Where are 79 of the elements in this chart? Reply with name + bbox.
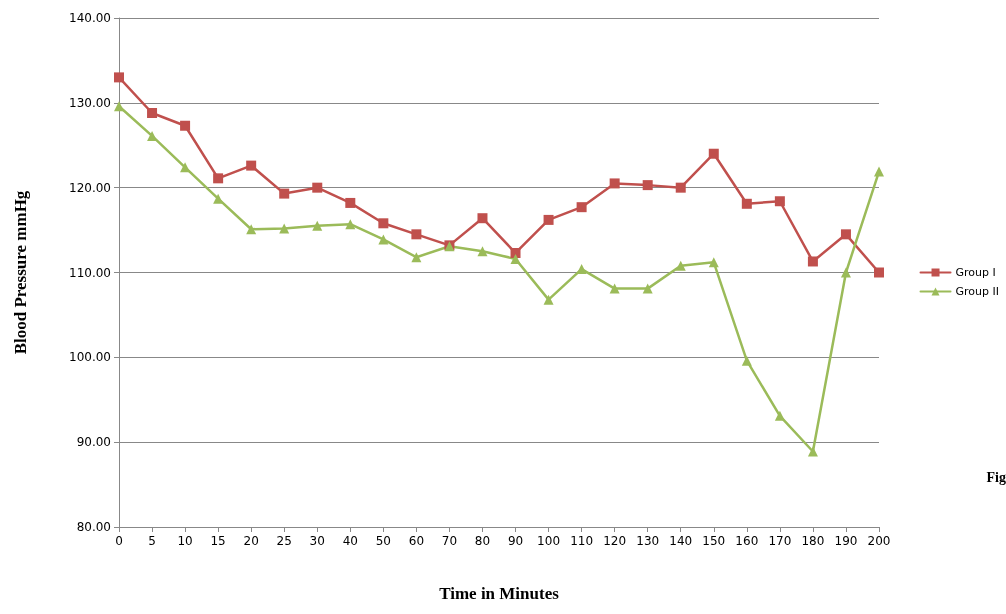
x-tick-label: 80 [474,534,491,548]
point [609,283,620,294]
x-tick-label: 20 [243,534,259,548]
point [246,224,257,235]
x-tick-label: 30 [309,534,325,548]
y-tick-label: 80.00 [76,520,111,534]
x-tick-label: 150 [702,534,726,548]
point [477,213,488,224]
point [147,108,158,119]
point [312,220,323,231]
y-tick-label: 120.00 [69,180,111,195]
point [874,166,884,177]
point [114,101,124,112]
x-tick-label: 10 [177,534,193,548]
point [576,202,587,213]
point [609,178,620,189]
point [510,253,521,264]
point [279,188,290,199]
point [708,148,719,159]
point [741,198,752,209]
point [510,247,521,258]
y-tick-label: 100.00 [69,350,111,365]
point [345,197,356,208]
x-tick-label: 120 [603,534,627,548]
point [642,180,653,191]
x-tick-label: 200 [867,534,891,548]
x-tick-label: 15 [210,534,226,548]
y-tick-label: 90.00 [76,435,111,450]
point [213,173,224,184]
point [279,223,290,234]
y-tick-label: 140.00 [69,11,111,25]
x-tick-label: 140 [669,534,693,548]
text: Fig [986,469,1006,485]
point [378,218,389,229]
point [708,257,719,268]
x-tick-label: 60 [408,534,425,548]
point [477,246,488,257]
point [543,214,554,225]
x-tick-label: 70 [441,534,458,548]
x-tick-label: 25 [276,534,292,548]
point [411,229,422,240]
point [114,72,124,83]
x-tick-label: 5 [148,534,156,548]
point [840,229,851,240]
point [807,256,818,267]
point [774,410,785,421]
point [774,196,785,207]
x-tick-label: 110 [570,534,594,548]
x-tick-label: 190 [834,534,858,548]
point [345,219,356,230]
x-tick-label: 50 [375,534,391,548]
x-tick-label: 170 [768,534,792,548]
point [840,267,851,278]
point [543,294,554,305]
x-tick-label: 130 [636,534,660,548]
y-axis-title: Blood Pressure mmHg [11,190,30,355]
x-tick-label: 160 [735,534,759,548]
point [675,182,686,193]
x-tick-label: 180 [801,534,825,548]
point [246,160,257,171]
point [411,252,422,263]
point [741,355,752,366]
point [807,446,818,457]
point [312,182,323,193]
point [378,234,389,245]
point [642,283,653,294]
x-axis-title: Time in Minutes [439,584,560,603]
y-tick-label: 130.00 [69,95,111,110]
legend-label: Group I [955,266,996,279]
y-tick-label: 110.00 [69,265,111,280]
x-tick-label: 90 [507,534,524,548]
x-tick-label: 0 [115,534,123,548]
point [180,120,191,131]
point [576,264,587,275]
x-tick-label: 100 [537,534,561,548]
point [874,267,884,278]
x-tick-label: 40 [342,534,358,548]
point [675,260,686,271]
legend-label: Group II [955,285,1000,298]
